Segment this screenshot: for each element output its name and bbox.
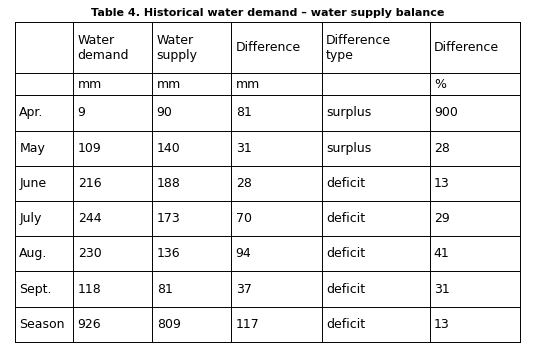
Text: 28: 28 [434, 142, 450, 155]
Text: deficit: deficit [326, 212, 365, 225]
Text: 118: 118 [78, 283, 102, 295]
Text: 140: 140 [157, 142, 180, 155]
Text: mm: mm [236, 78, 260, 91]
Text: Season: Season [19, 318, 65, 331]
Text: 29: 29 [434, 212, 449, 225]
Text: deficit: deficit [326, 283, 365, 295]
Text: 13: 13 [434, 318, 449, 331]
Text: 809: 809 [157, 318, 180, 331]
Text: Difference
type: Difference type [326, 34, 391, 62]
Text: 94: 94 [236, 247, 251, 260]
Text: 188: 188 [157, 177, 180, 190]
Text: %: % [434, 78, 446, 91]
Text: Sept.: Sept. [19, 283, 52, 295]
Text: 41: 41 [434, 247, 449, 260]
Text: 9: 9 [78, 107, 86, 119]
Text: 31: 31 [236, 142, 251, 155]
Text: surplus: surplus [326, 142, 371, 155]
Text: 216: 216 [78, 177, 101, 190]
Text: Difference: Difference [236, 41, 301, 54]
Text: surplus: surplus [326, 107, 371, 119]
Text: 31: 31 [434, 283, 449, 295]
Text: 70: 70 [236, 212, 251, 225]
Text: May: May [19, 142, 45, 155]
Text: deficit: deficit [326, 318, 365, 331]
Text: 173: 173 [157, 212, 180, 225]
Text: 28: 28 [236, 177, 251, 190]
Text: 81: 81 [157, 283, 173, 295]
Text: 117: 117 [236, 318, 259, 331]
Text: 926: 926 [78, 318, 101, 331]
Text: 90: 90 [157, 107, 173, 119]
Text: mm: mm [157, 78, 181, 91]
Text: 136: 136 [157, 247, 180, 260]
Text: 109: 109 [78, 142, 102, 155]
Text: deficit: deficit [326, 177, 365, 190]
Text: deficit: deficit [326, 247, 365, 260]
Text: mm: mm [78, 78, 102, 91]
Text: July: July [19, 212, 42, 225]
Text: 13: 13 [434, 177, 449, 190]
Text: 244: 244 [78, 212, 101, 225]
Text: Aug.: Aug. [19, 247, 48, 260]
Text: Water
supply: Water supply [157, 34, 198, 62]
Text: June: June [19, 177, 47, 190]
Text: 900: 900 [434, 107, 458, 119]
Text: Water
demand: Water demand [78, 34, 129, 62]
Text: Apr.: Apr. [19, 107, 44, 119]
Text: 230: 230 [78, 247, 102, 260]
Text: 81: 81 [236, 107, 251, 119]
Text: Difference: Difference [434, 41, 499, 54]
Text: 37: 37 [236, 283, 251, 295]
Text: Table 4. Historical water demand – water supply balance: Table 4. Historical water demand – water… [91, 8, 444, 18]
